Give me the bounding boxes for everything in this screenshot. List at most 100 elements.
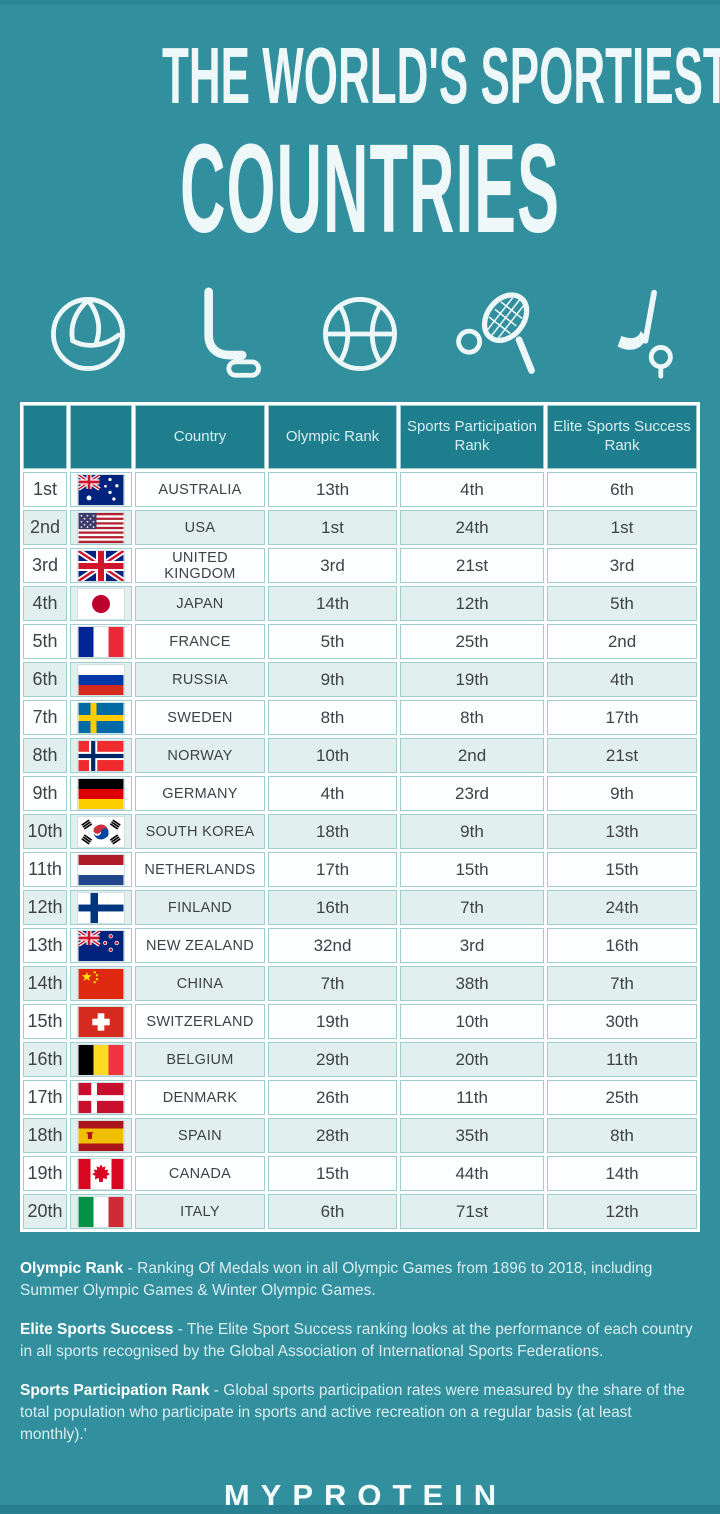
page-title-line2: COUNTRIES xyxy=(180,118,561,259)
country-cell: DENMARK xyxy=(135,1080,265,1115)
position-cell: 19th xyxy=(23,1156,67,1191)
table-row: 19th CANADA 15th 44th 14th xyxy=(23,1156,697,1191)
flag-cell xyxy=(70,738,132,773)
sports-participation-rank-cell: 15th xyxy=(400,852,544,887)
table-row: 11th NETHERLANDS 17th 15th 15th xyxy=(23,852,697,887)
flag-cell xyxy=(70,1194,132,1229)
table-row: 18th SPAIN 28th 35th 8th xyxy=(23,1118,697,1153)
country-cell: CHINA xyxy=(135,966,265,1001)
country-cell: SOUTH KOREA xyxy=(135,814,265,849)
olympic-rank-cell: 4th xyxy=(268,776,397,811)
sports-participation-rank-cell: 19th xyxy=(400,662,544,697)
table-row: 5th FRANCE 5th 25th 2nd xyxy=(23,624,697,659)
country-cell: ITALY xyxy=(135,1194,265,1229)
golf-club-and-ball-icon xyxy=(584,286,680,382)
germany-flag-icon xyxy=(77,777,125,810)
country-cell: AUSTRALIA xyxy=(135,472,265,507)
page-title-line1: THE WORLD'S SPORTIEST xyxy=(162,31,720,120)
elite-sports-success-rank-cell: 11th xyxy=(547,1042,697,1077)
sweden-flag-icon xyxy=(77,701,125,734)
elite-sports-success-rank-cell: 24th xyxy=(547,890,697,925)
usa-flag-icon xyxy=(77,511,125,544)
elite-sports-success-rank-cell: 5th xyxy=(547,586,697,621)
table-row: 14th CHINA 7th 38th 7th xyxy=(23,966,697,1001)
position-cell: 20th xyxy=(23,1194,67,1229)
rankings-table-body: 1st AUSTRALIA 13th 4th 6th 2nd USA 1st 24th 1st 3r… xyxy=(23,472,697,1229)
flag-cell xyxy=(70,1118,132,1153)
position-cell: 7th xyxy=(23,700,67,735)
flag-cell xyxy=(70,890,132,925)
country-cell: BELGIUM xyxy=(135,1042,265,1077)
footnote-sports-participation-rank-text: - Global sports participation rates were… xyxy=(20,1382,686,1443)
table-row: 6th RUSSIA 9th 19th 4th xyxy=(23,662,697,697)
norway-flag-icon xyxy=(77,739,125,772)
china-flag-icon xyxy=(77,967,125,1000)
sports-participation-rank-cell: 3rd xyxy=(400,928,544,963)
position-cell: 4th xyxy=(23,586,67,621)
olympic-rank-cell: 13th xyxy=(268,472,397,507)
elite-sports-success-rank-cell: 2nd xyxy=(547,624,697,659)
table-row: 15th SWITZERLAND 19th 10th 30th xyxy=(23,1004,697,1039)
position-cell: 17th xyxy=(23,1080,67,1115)
spain-flag-icon xyxy=(77,1119,125,1152)
sports-icons-row xyxy=(40,282,680,386)
footnote-elite-sports-success-text: - The Elite Sport Success ranking looks … xyxy=(20,1321,693,1360)
flag-cell xyxy=(70,1004,132,1039)
flag-cell xyxy=(70,548,132,583)
country-cell: GERMANY xyxy=(135,776,265,811)
position-cell: 16th xyxy=(23,1042,67,1077)
table-row: 7th SWEDEN 8th 8th 17th xyxy=(23,700,697,735)
position-cell: 5th xyxy=(23,624,67,659)
col-header-olympic-rank: Olympic Rank xyxy=(268,405,397,469)
sports-participation-rank-cell: 11th xyxy=(400,1080,544,1115)
country-cell: NORWAY xyxy=(135,738,265,773)
sports-participation-rank-cell: 38th xyxy=(400,966,544,1001)
elite-sports-success-rank-cell: 15th xyxy=(547,852,697,887)
flag-cell xyxy=(70,662,132,697)
flag-cell xyxy=(70,1080,132,1115)
position-cell: 9th xyxy=(23,776,67,811)
finland-flag-icon xyxy=(77,891,125,924)
sports-participation-rank-cell: 10th xyxy=(400,1004,544,1039)
olympic-rank-cell: 1st xyxy=(268,510,397,545)
footnote-olympic-rank-text: - Ranking Of Medals won in all Olympic G… xyxy=(20,1260,653,1299)
table-row: 1st AUSTRALIA 13th 4th 6th xyxy=(23,472,697,507)
flag-cell xyxy=(70,472,132,507)
country-cell: SWEDEN xyxy=(135,700,265,735)
sports-participation-rank-cell: 20th xyxy=(400,1042,544,1077)
sports-participation-rank-cell: 9th xyxy=(400,814,544,849)
footnote-olympic-rank: Olympic Rank - Ranking Of Medals won in … xyxy=(20,1258,700,1302)
switzerland-flag-icon xyxy=(77,1005,125,1038)
footnotes: Olympic Rank - Ranking Of Medals won in … xyxy=(20,1258,700,1446)
olympic-rank-cell: 16th xyxy=(268,890,397,925)
tennis-racket-and-ball-icon xyxy=(448,286,544,382)
sports-participation-rank-cell: 2nd xyxy=(400,738,544,773)
elite-sports-success-rank-cell: 7th xyxy=(547,966,697,1001)
flag-cell xyxy=(70,586,132,621)
south-korea-flag-icon xyxy=(77,815,125,848)
flag-cell xyxy=(70,928,132,963)
volleyball-icon xyxy=(40,286,136,382)
table-row: 8th NORWAY 10th 2nd 21st xyxy=(23,738,697,773)
olympic-rank-cell: 3rd xyxy=(268,548,397,583)
olympic-rank-cell: 7th xyxy=(268,966,397,1001)
olympic-rank-cell: 9th xyxy=(268,662,397,697)
flag-cell xyxy=(70,510,132,545)
position-cell: 2nd xyxy=(23,510,67,545)
new-zealand-flag-icon xyxy=(77,929,125,962)
position-cell: 14th xyxy=(23,966,67,1001)
position-cell: 15th xyxy=(23,1004,67,1039)
olympic-rank-cell: 8th xyxy=(268,700,397,735)
flag-cell xyxy=(70,966,132,1001)
flag-cell xyxy=(70,1042,132,1077)
olympic-rank-cell: 14th xyxy=(268,586,397,621)
united-kingdom-flag-icon xyxy=(77,549,125,582)
table-row: 20th ITALY 6th 71st 12th xyxy=(23,1194,697,1229)
rankings-table: Country Olympic Rank Sports Participatio… xyxy=(20,402,700,1232)
sports-participation-rank-cell: 24th xyxy=(400,510,544,545)
olympic-rank-cell: 17th xyxy=(268,852,397,887)
olympic-rank-cell: 26th xyxy=(268,1080,397,1115)
country-cell: SPAIN xyxy=(135,1118,265,1153)
col-header-elite-sports-success-rank: Elite Sports Success Rank xyxy=(547,405,697,469)
